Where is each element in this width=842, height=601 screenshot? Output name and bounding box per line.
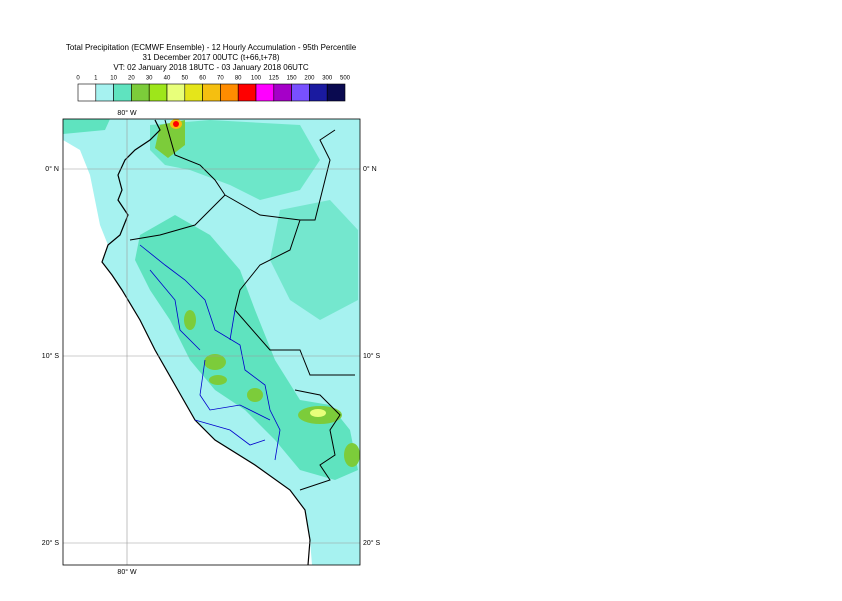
colorbar-label: 300 xyxy=(322,76,333,82)
country-border xyxy=(129,119,355,491)
colorbar-swatch xyxy=(291,83,310,102)
precip-patch xyxy=(150,120,320,200)
colorbar-swatch xyxy=(237,83,257,102)
colorbar-swatch xyxy=(220,83,239,102)
colorbar-label: 10 xyxy=(110,76,117,82)
coastline xyxy=(101,119,311,565)
colorbar-label: 500 xyxy=(340,76,351,82)
colorbar-label: 200 xyxy=(304,76,315,82)
colorbar-label: 40 xyxy=(164,76,171,82)
header: Total Precipitation (ECMWF Ensemble) - 1… xyxy=(66,43,357,72)
precip-patch xyxy=(344,443,360,467)
colorbar-swatch xyxy=(202,83,221,102)
lat-label: 10° S xyxy=(363,352,381,360)
precip-patch xyxy=(204,354,226,370)
colorbar-label: 125 xyxy=(269,76,280,82)
lon-label: 80° W xyxy=(117,109,137,117)
colorbar-swatch xyxy=(326,83,346,102)
colorbar-label: 60 xyxy=(199,76,206,82)
map-frame xyxy=(62,118,361,566)
precip-patch xyxy=(270,200,358,320)
colorbar-swatch xyxy=(309,83,328,102)
lat-label: 10° S xyxy=(42,352,60,360)
map-area xyxy=(63,119,360,565)
colorbar-label: 50 xyxy=(181,76,188,82)
colorbar-label: 70 xyxy=(217,76,224,82)
precip-patch xyxy=(310,409,326,417)
colorbar-label: 100 xyxy=(251,76,262,82)
precip-patch xyxy=(63,119,110,134)
colorbar-swatch xyxy=(95,83,114,102)
colorbar-swatch xyxy=(148,83,168,102)
lat-label: 0° N xyxy=(45,165,59,173)
title-line: VT: 02 January 2018 18UTC - 03 January 2… xyxy=(113,63,308,72)
title-line: Total Precipitation (ECMWF Ensemble) - 1… xyxy=(66,43,357,52)
colorbar-label: 30 xyxy=(146,76,153,82)
title-line: 31 December 2017 00UTC (t+66,t+78) xyxy=(143,53,280,62)
colorbar-swatch xyxy=(255,83,275,102)
colorbar-swatch xyxy=(113,83,132,102)
lat-label: 20° S xyxy=(363,539,381,547)
colorbar-label: 0 xyxy=(76,76,80,82)
colorbar: 0 1 10 20 30 40 50 60 70 80 100 125 150 200 300 500 xyxy=(76,76,351,102)
precip-patch xyxy=(173,121,179,127)
colorbar-swatch xyxy=(184,83,203,102)
precip-patch xyxy=(184,310,196,330)
colorbar-swatch xyxy=(273,83,292,102)
lat-label: 0° N xyxy=(363,165,377,173)
lon-label: 80° W xyxy=(117,568,137,576)
precip-patch xyxy=(247,388,263,402)
colorbar-swatch xyxy=(77,83,97,102)
precip-patch xyxy=(209,375,227,385)
colorbar-label: 20 xyxy=(128,76,135,82)
colorbar-label: 150 xyxy=(287,76,298,82)
lat-label: 20° S xyxy=(42,539,60,547)
colorbar-swatch xyxy=(131,83,150,102)
region-border xyxy=(139,244,281,461)
colorbar-swatch xyxy=(166,83,186,102)
colorbar-label: 80 xyxy=(235,76,242,82)
colorbar-label: 1 xyxy=(94,76,98,82)
